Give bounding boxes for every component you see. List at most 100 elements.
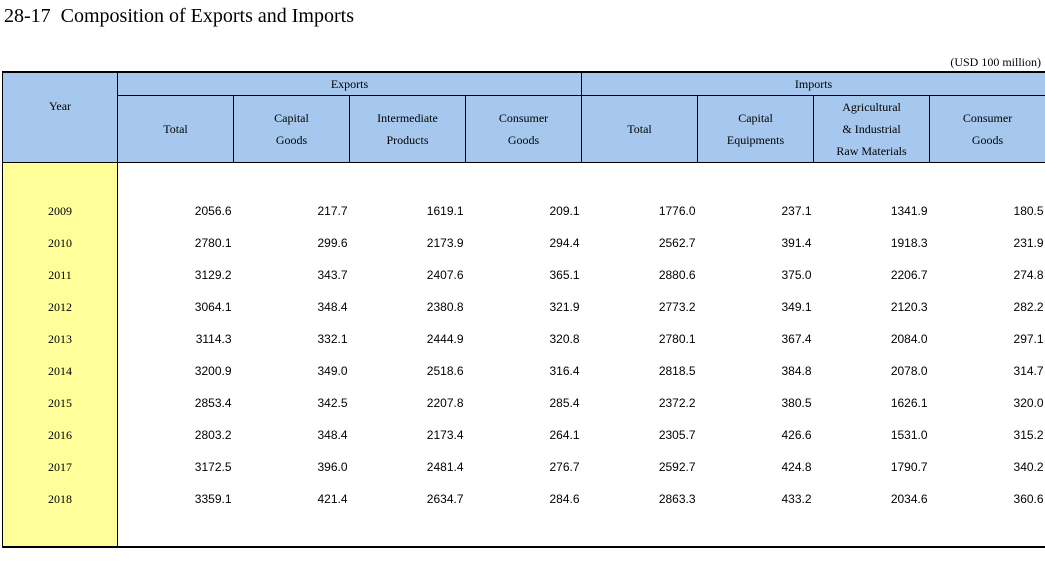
value-cell: 321.9 [549,300,580,314]
value-cell: 2481.4 [426,460,464,474]
value-cell: 320.8 [549,332,580,346]
year-cell: 2017 [2,451,118,483]
value-cell: 274.8 [1013,268,1044,282]
exports-col-header-3: Consumer Goods [464,95,583,163]
exports-col-header-0: Total [117,95,234,163]
data-table-container: Year Exports Imports Total Capital Goods I… [2,71,1045,548]
value-cell: 2084.0 [890,332,928,346]
unit-note: (USD 100 million) [950,55,1041,69]
value-cell: 2407.6 [426,268,464,282]
table-row: 2013 3114.3 332.1 2444.9 320.8 2780.1 367.4 208… [2,323,1045,355]
value-cell: 3129.2 [194,268,232,282]
value-cell: 180.5 [1013,204,1044,218]
year-cell: 2013 [2,323,118,355]
imports-header: Imports [581,71,1045,96]
value-cell: 1619.1 [426,204,464,218]
imports-col-header-0: Total [581,95,699,163]
year-cell: 2011 [2,259,118,291]
value-cell: 282.2 [1013,300,1044,314]
value-cell: 2853.4 [194,396,232,410]
value-cell: 209.1 [549,204,580,218]
exports-col-header-2: Intermediate Products [349,95,466,163]
table-row: 2018 3359.1 421.4 2634.7 284.6 2863.3 433.2 203… [2,483,1045,515]
year-cell: 2012 [2,291,118,323]
year-cell: 2014 [2,355,118,387]
value-cell: 294.4 [549,236,580,250]
value-cell: 2518.6 [426,364,464,378]
value-cell: 2803.2 [194,428,232,442]
table-row: 2009 2056.6 217.7 1619.1 209.1 1776.0 237.1 134… [2,195,1045,227]
value-cell: 237.1 [781,204,812,218]
value-cell: 1531.0 [890,428,928,442]
value-cell: 349.0 [317,364,348,378]
value-cell: 2372.2 [658,396,696,410]
value-cell: 391.4 [781,236,812,250]
value-cell: 297.1 [1013,332,1044,346]
value-cell: 2562.7 [658,236,696,250]
value-cell: 2305.7 [658,428,696,442]
value-cell: 320.0 [1013,396,1044,410]
value-cell: 2880.6 [658,268,696,282]
value-cell: 1776.0 [658,204,696,218]
year-cell: 2009 [2,195,118,227]
exports-col-header-1: Capital Goods [233,95,350,163]
value-cell: 2780.1 [658,332,696,346]
value-cell: 342.5 [317,396,348,410]
value-cell: 285.4 [549,396,580,410]
value-cell: 1790.7 [890,460,928,474]
value-cell: 426.6 [781,428,812,442]
value-cell: 340.2 [1013,460,1044,474]
value-cell: 315.2 [1013,428,1044,442]
imports-col-header-1: Capital Equipments [697,95,815,163]
value-cell: 1341.9 [890,204,928,218]
value-cell: 1918.3 [890,236,928,250]
spacer-row [2,162,1045,195]
value-cell: 2078.0 [890,364,928,378]
value-cell: 2380.8 [426,300,464,314]
value-cell: 217.7 [317,204,348,218]
year-cell: 2018 [2,483,118,515]
page-title: 28-17 Composition of Exports and Imports [4,5,354,27]
value-cell: 2206.7 [890,268,928,282]
table-row: 2012 3064.1 348.4 2380.8 321.9 2773.2 349.1 212… [2,291,1045,323]
value-cell: 396.0 [317,460,348,474]
value-cell: 348.4 [317,428,348,442]
table-row: 2010 2780.1 299.6 2173.9 294.4 2562.7 391.4 191… [2,227,1045,259]
value-cell: 424.8 [781,460,812,474]
value-cell: 332.1 [317,332,348,346]
value-cell: 433.2 [781,492,812,506]
value-cell: 375.0 [781,268,812,282]
value-cell: 284.6 [549,492,580,506]
value-cell: 3359.1 [194,492,232,506]
value-cell: 2592.7 [658,460,696,474]
value-cell: 360.6 [1013,492,1044,506]
value-cell: 421.4 [317,492,348,506]
table-row: 2014 3200.9 349.0 2518.6 316.4 2818.5 384.8 207… [2,355,1045,387]
imports-col-header-2: Agricultural & Industrial Raw Materials [813,95,931,163]
table-row: 2011 3129.2 343.7 2407.6 365.1 2880.6 375.0 220… [2,259,1045,291]
composition-table: Year Exports Imports Total Capital Goods I… [2,71,1045,548]
value-cell: 2780.1 [194,236,232,250]
value-cell: 316.4 [549,364,580,378]
value-cell: 314.7 [1013,364,1044,378]
value-cell: 2173.9 [426,236,464,250]
value-cell: 349.1 [781,300,812,314]
value-cell: 2056.6 [194,204,232,218]
year-cell: 2010 [2,227,118,259]
imports-col-header-3: Consumer Goods [929,95,1045,163]
value-cell: 348.4 [317,300,348,314]
table-row: 2017 3172.5 396.0 2481.4 276.7 2592.7 424.8 179… [2,451,1045,483]
value-cell: 1626.1 [890,396,928,410]
value-cell: 264.1 [549,428,580,442]
value-cell: 231.9 [1013,236,1044,250]
value-cell: 2634.7 [426,492,464,506]
exports-header: Exports [116,71,583,96]
year-header: Year [2,71,118,163]
year-cell: 2015 [2,387,118,419]
value-cell: 2120.3 [890,300,928,314]
value-cell: 2034.6 [890,492,928,506]
value-cell: 2818.5 [658,364,696,378]
value-cell: 2863.3 [658,492,696,506]
value-cell: 2773.2 [658,300,696,314]
value-cell: 299.6 [317,236,348,250]
